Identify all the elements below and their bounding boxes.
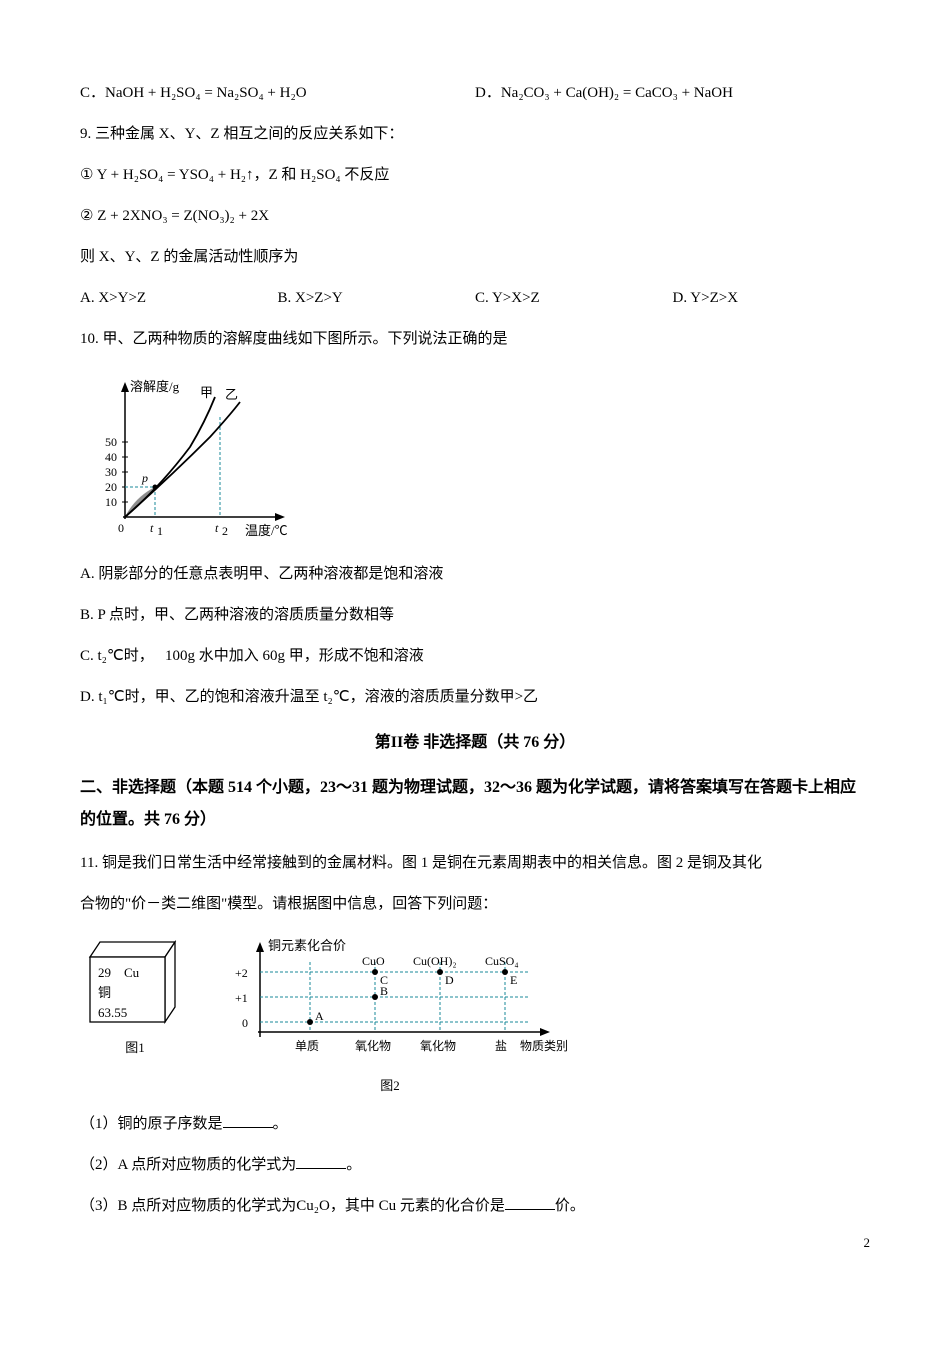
- svg-text:A: A: [315, 1009, 324, 1023]
- svg-text:29 Cu: 29 Cu: [98, 965, 140, 980]
- svg-text:氧化物: 氧化物: [420, 1039, 456, 1053]
- svg-text:氧化物: 氧化物: [355, 1039, 391, 1053]
- q11-sub1: （1）铜的原子序数是。: [80, 1111, 870, 1138]
- svg-text:物质类别: 物质类别: [520, 1039, 568, 1053]
- fig2-caption: 图2: [210, 1074, 570, 1097]
- q9-option-d: D. Y>Z>X: [673, 285, 871, 312]
- q9-eq2: ② Z + 2XNO₃ = Z(NO₃)₂ + 2X: [80, 203, 870, 230]
- q11-stem1: 11. 铜是我们日常生活中经常接触到的金属材料。图 1 是铜在元素周期表中的相关…: [80, 850, 870, 877]
- svg-text:铜元素化合价: 铜元素化合价: [268, 938, 346, 953]
- q11-sub3: （3）B 点所对应物质的化学式为Cu₂O，其中 Cu 元素的化合价是价。: [80, 1193, 870, 1220]
- page-number: 2: [864, 1231, 871, 1254]
- svg-text:盐: 盐: [495, 1039, 507, 1053]
- solubility-chart: 10 20 30 40 50 溶解度/g 温度/℃ 0 t1 t2 p 甲 乙: [80, 367, 310, 547]
- q10-chart: 10 20 30 40 50 溶解度/g 温度/℃ 0 t1 t2 p 甲 乙: [80, 367, 870, 547]
- q10-option-a: A. 阴影部分的任意点表明甲、乙两种溶液都是饱和溶液: [80, 561, 870, 588]
- q11-sub2: （2）A 点所对应物质的化学式为。: [80, 1152, 870, 1179]
- svg-text:63.55: 63.55: [98, 1005, 127, 1020]
- svg-text:铜: 铜: [98, 985, 111, 1000]
- valence-chart: 铜元素化合价 +2 +1 0 A B C CuO D Cu(OH)₂: [210, 932, 570, 1072]
- svg-text:C: C: [380, 973, 388, 987]
- svg-text:40: 40: [105, 450, 117, 464]
- svg-text:1: 1: [157, 524, 163, 538]
- q10-option-d: D. t₁℃时，甲、乙的饱和溶液升温至 t₂℃，溶液的溶质质量分数甲>乙: [80, 684, 870, 711]
- q9-options: A. X>Y>Z B. X>Z>Y C. Y>X>Z D. Y>Z>X: [80, 285, 870, 312]
- svg-text:乙: 乙: [225, 387, 238, 402]
- q11-figures: 29 Cu 铜 63.55 图1 铜元素化合价 +2 +1 0: [80, 932, 870, 1097]
- blank-2[interactable]: [296, 1155, 346, 1169]
- q9-option-c: C. Y>X>Z: [475, 285, 673, 312]
- svg-text:t: t: [150, 521, 154, 535]
- blank-3[interactable]: [505, 1196, 555, 1210]
- svg-text:0: 0: [118, 521, 124, 535]
- svg-text:CuO: CuO: [362, 954, 385, 968]
- figure2: 铜元素化合价 +2 +1 0 A B C CuO D Cu(OH)₂: [210, 932, 570, 1097]
- y-axis-label: 溶解度/g: [130, 379, 180, 394]
- svg-text:30: 30: [105, 465, 117, 479]
- q10-stem: 10. 甲、乙两种物质的溶解度曲线如下图所示。下列说法正确的是: [80, 326, 870, 353]
- q8-option-d: D．Na₂CO₃ + Ca(OH)₂ = CaCO₃ + NaOH: [475, 80, 870, 107]
- svg-text:甲: 甲: [200, 385, 213, 400]
- svg-text:0: 0: [242, 1016, 248, 1030]
- svg-text:p: p: [141, 471, 148, 485]
- q9-option-a: A. X>Y>Z: [80, 285, 278, 312]
- svg-text:50: 50: [105, 435, 117, 449]
- q8-options-cd: C．NaOH + H₂SO₄ = Na₂SO₄ + H₂O D．Na₂CO₃ +…: [80, 80, 870, 107]
- svg-text:+2: +2: [235, 966, 248, 980]
- fig1-caption: 图1: [80, 1036, 190, 1059]
- svg-text:CuSO₄: CuSO₄: [485, 954, 519, 968]
- svg-text:单质: 单质: [295, 1039, 319, 1053]
- q9-stem: 9. 三种金属 X、Y、Z 相互之间的反应关系如下：: [80, 121, 870, 148]
- section2-title: 第II卷 非选择题（共 76 分）: [80, 729, 870, 758]
- figure1: 29 Cu 铜 63.55 图1: [80, 932, 190, 1059]
- x-axis-label: 温度/℃: [245, 523, 288, 538]
- q9-eq1: ① Y + H₂SO₄ = YSO₄ + H₂↑，Z 和 H₂SO₄ 不反应: [80, 162, 870, 189]
- blank-1[interactable]: [223, 1114, 273, 1128]
- svg-text:2: 2: [222, 524, 228, 538]
- section2-heading: 二、非选择题（本题 514 个小题，23～31 题为物理试题，32～36 题为化…: [80, 772, 870, 836]
- svg-text:20: 20: [105, 480, 117, 494]
- q9-option-b: B. X>Z>Y: [278, 285, 476, 312]
- svg-text:D: D: [445, 973, 454, 987]
- q8-option-c: C．NaOH + H₂SO₄ = Na₂SO₄ + H₂O: [80, 80, 475, 107]
- q9-conclusion: 则 X、Y、Z 的金属活动性顺序为: [80, 244, 870, 271]
- svg-text:+1: +1: [235, 991, 248, 1005]
- svg-text:Cu(OH)₂: Cu(OH)₂: [413, 954, 457, 968]
- svg-text:t: t: [215, 521, 219, 535]
- periodic-cell: 29 Cu 铜 63.55: [80, 932, 190, 1032]
- q11-stem2: 合物的"价－类二维图"模型。请根据图中信息，回答下列问题：: [80, 891, 870, 918]
- svg-text:10: 10: [105, 495, 117, 509]
- svg-text:E: E: [510, 973, 517, 987]
- q10-option-b: B. P 点时，甲、乙两种溶液的溶质质量分数相等: [80, 602, 870, 629]
- q10-option-c: C. t₂℃时， 100g 水中加入 60g 甲，形成不饱和溶液: [80, 643, 870, 670]
